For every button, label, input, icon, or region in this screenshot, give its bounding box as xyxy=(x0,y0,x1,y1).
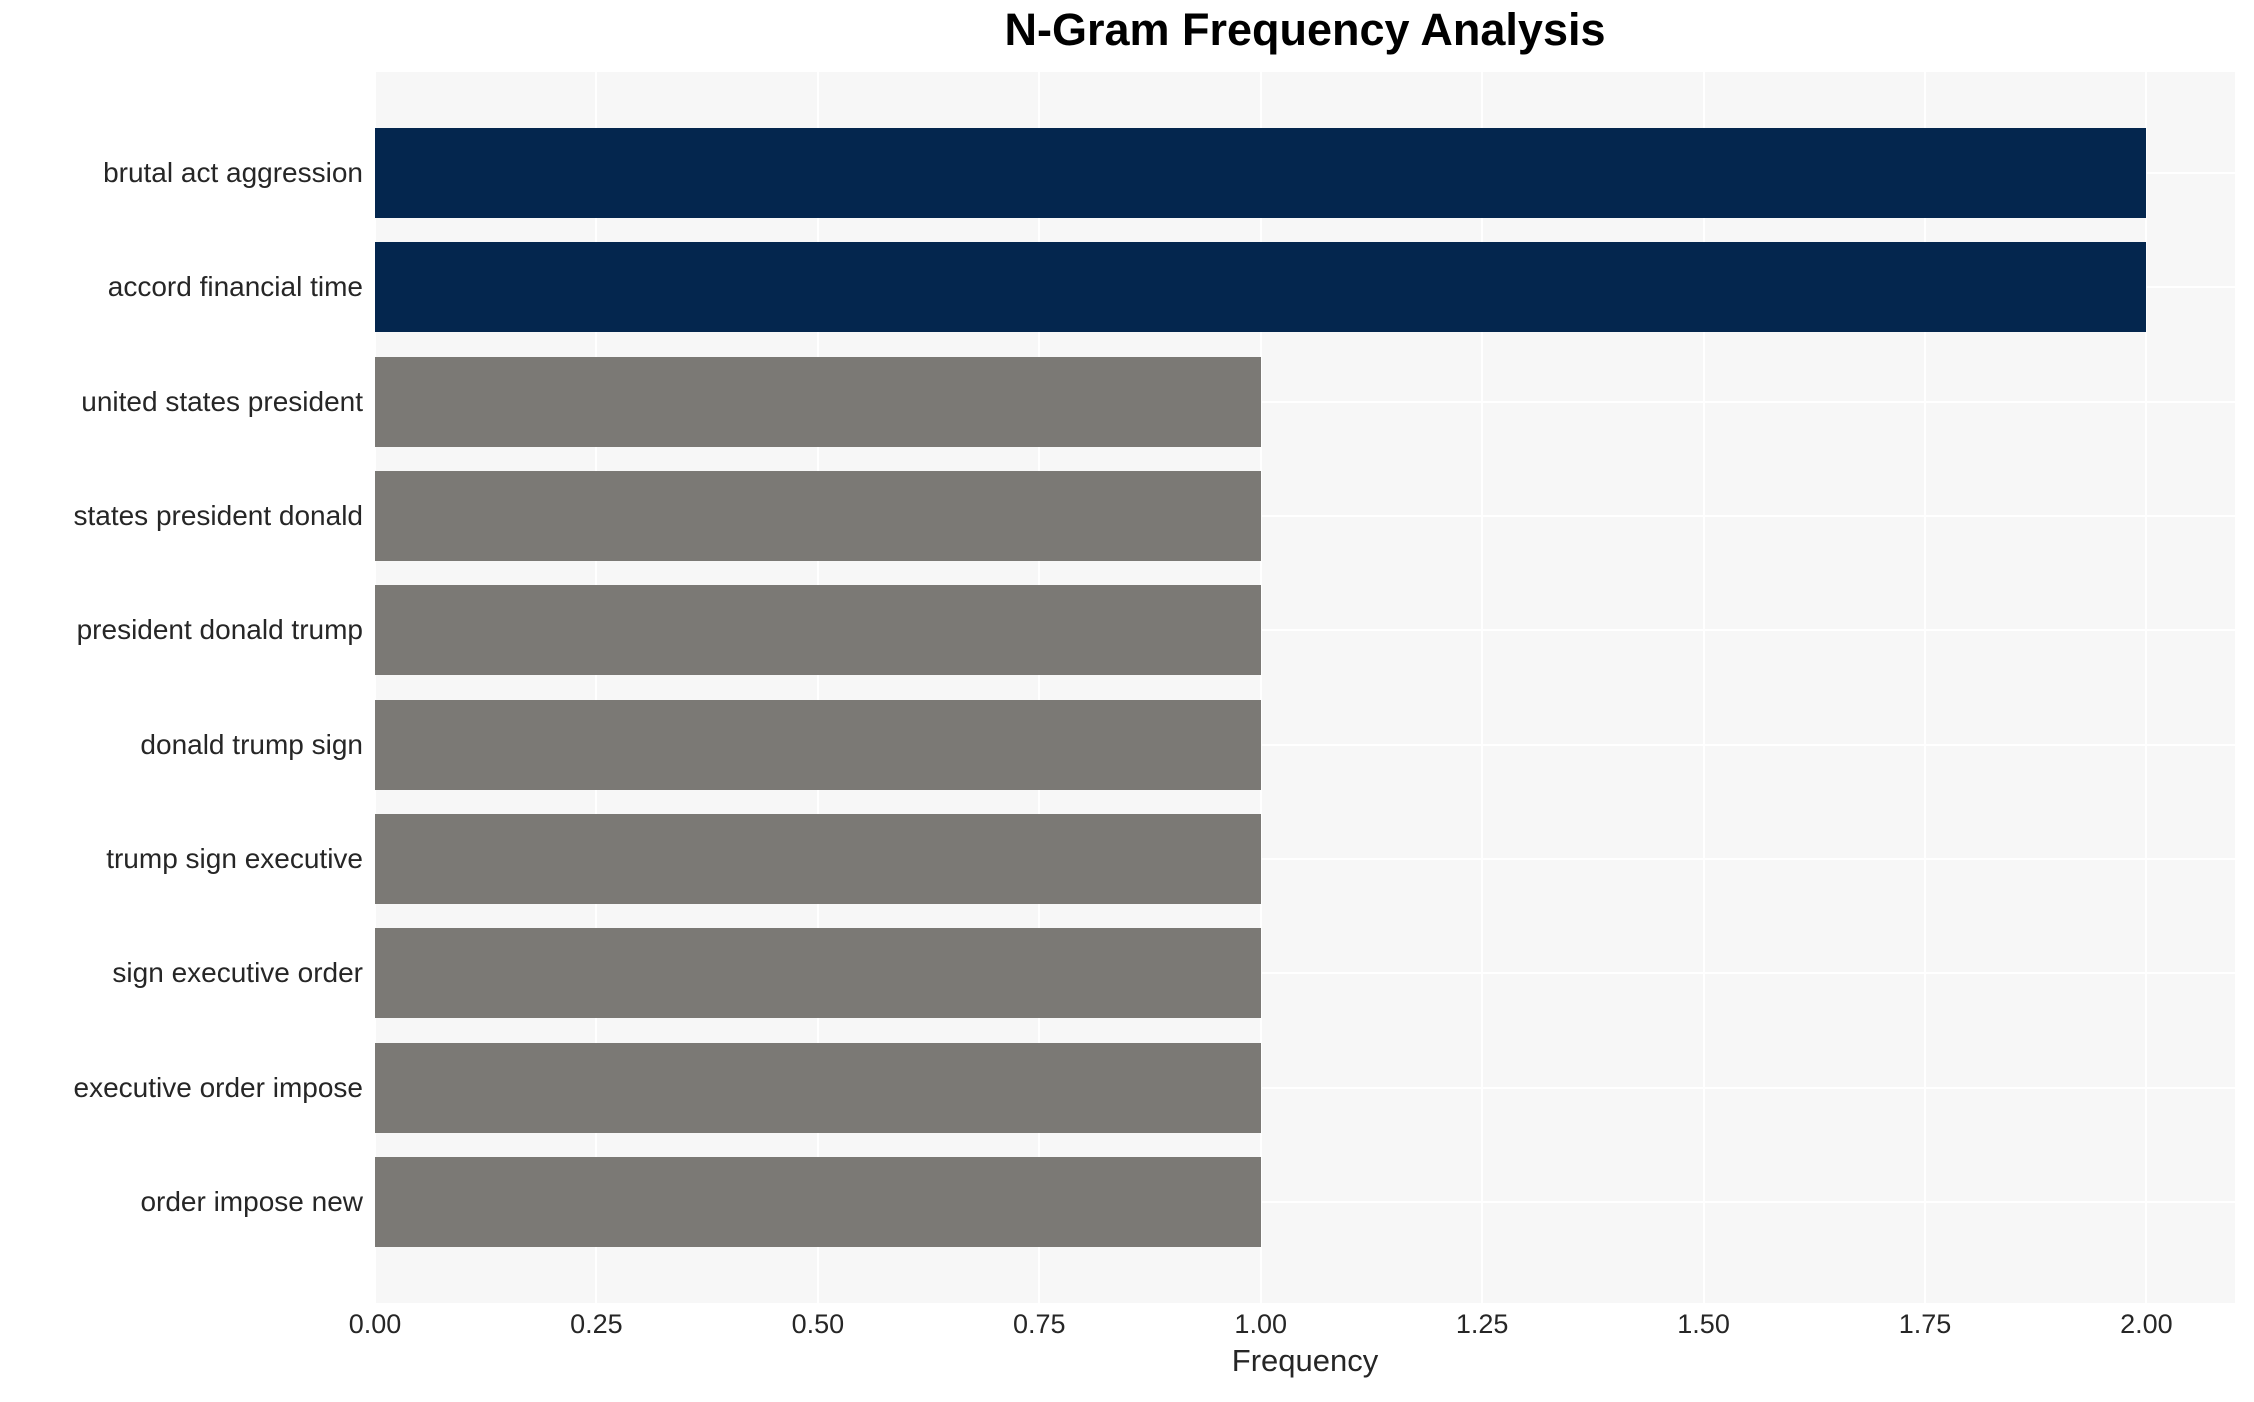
x-tick-label: 0.75 xyxy=(1013,1309,1066,1339)
gridline-vertical xyxy=(374,72,376,1303)
plot-area xyxy=(374,72,2235,1303)
x-tick-label: 1.25 xyxy=(1455,1309,1509,1339)
x-tick-label: 2.00 xyxy=(2120,1309,2173,1339)
y-axis-label: donald trump sign xyxy=(140,728,363,760)
y-axis-label: united states president xyxy=(81,385,363,417)
y-axis-label: executive order impose xyxy=(73,1071,363,1103)
bar-states-president-donald xyxy=(375,471,1261,561)
bar-donald-trump-sign xyxy=(375,699,1261,790)
gridline-horizontal xyxy=(375,743,2235,746)
bar-accord-financial-time xyxy=(375,242,2147,333)
gridline-horizontal xyxy=(375,1201,2235,1203)
y-axis-label: brutal act aggression xyxy=(103,157,363,188)
gridline-vertical xyxy=(2145,72,2148,1303)
gridline-vertical xyxy=(1038,72,1041,1303)
gridline-vertical xyxy=(1924,72,1926,1303)
bar-executive-order-impose xyxy=(375,1042,1261,1133)
bar-trump-sign-executive xyxy=(375,814,1261,904)
y-axis-label: trump sign executive xyxy=(106,843,363,874)
gridline-horizontal xyxy=(375,400,2235,403)
bar-brutal-act-aggression xyxy=(375,128,2147,218)
bar-united-states-president xyxy=(375,356,1261,447)
gridline-horizontal xyxy=(375,629,2235,632)
gridline-vertical xyxy=(1259,72,1262,1303)
gridline-vertical xyxy=(1481,72,1484,1303)
x-axis-title: Frequency xyxy=(1231,1343,1379,1378)
gridline-vertical xyxy=(816,72,819,1303)
y-axis-label: president donald trump xyxy=(76,614,363,646)
x-tick-label: 1.50 xyxy=(1677,1309,1730,1339)
y-axis-label: accord financial time xyxy=(107,271,363,303)
gridline-vertical xyxy=(595,72,598,1303)
gridline-horizontal xyxy=(375,1086,2235,1089)
gridline-horizontal xyxy=(375,858,2235,860)
x-tick-label: 1.75 xyxy=(1898,1309,1952,1339)
x-tick-label: 0.00 xyxy=(348,1309,402,1339)
bar-president-donald-trump xyxy=(375,585,1261,676)
bar-order-impose-new xyxy=(375,1157,1261,1247)
chart-title: N-Gram Frequency Analysis xyxy=(1004,4,1606,55)
x-tick-label: 0.25 xyxy=(570,1309,623,1339)
y-axis-label: order impose new xyxy=(140,1186,363,1217)
gridline-vertical xyxy=(1702,72,1705,1303)
bar-sign-executive-order xyxy=(375,928,1261,1019)
x-tick-label: 0.50 xyxy=(791,1309,845,1339)
x-tick-label: 1.00 xyxy=(1234,1309,1287,1339)
y-axis-label: states president donald xyxy=(73,500,363,531)
gridline-horizontal xyxy=(375,972,2235,975)
y-axis-label: sign executive order xyxy=(112,957,363,989)
gridline-horizontal xyxy=(375,515,2235,517)
